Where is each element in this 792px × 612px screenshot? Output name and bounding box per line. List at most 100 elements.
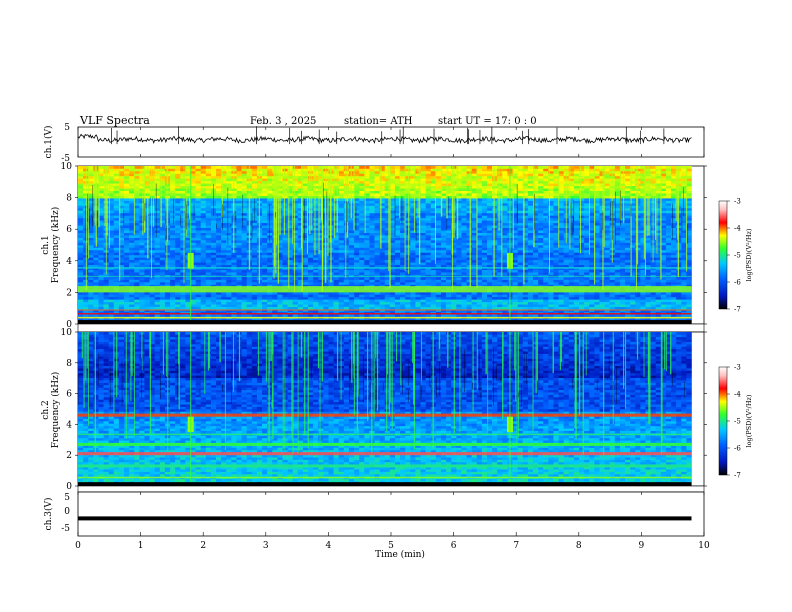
spectrogram-cell xyxy=(379,252,386,256)
spectrogram-cell xyxy=(313,240,319,243)
spectrogram-cell xyxy=(262,232,268,236)
spectrogram-cell xyxy=(630,304,636,308)
spectrogram-cell xyxy=(272,277,278,280)
spectrogram-cell xyxy=(440,232,447,236)
spectrogram-cell xyxy=(671,262,677,266)
spectrogram-cell xyxy=(446,296,452,300)
spectrogram-cell xyxy=(359,252,365,256)
spectrogram-cell xyxy=(149,222,155,226)
spectrogram-cell xyxy=(338,304,345,308)
spectrogram-cell xyxy=(354,294,360,298)
spectrogram-cell xyxy=(492,277,498,280)
spectrogram-cell xyxy=(681,264,687,268)
spectrogram-cell xyxy=(553,264,559,268)
spectrogram-cell xyxy=(159,282,166,285)
spectrogram-cell xyxy=(497,247,503,251)
spectrogram-cell xyxy=(246,272,253,275)
spectrogram-cell xyxy=(665,257,672,261)
spectrogram-cell xyxy=(262,262,268,266)
spectrogram-cell xyxy=(333,262,340,266)
spectrogram-cell xyxy=(410,262,416,266)
spectrogram-cell xyxy=(681,299,687,303)
spectrogram-cell xyxy=(640,284,646,288)
spectrogram-cell xyxy=(502,225,508,229)
spectrogram-cell xyxy=(302,247,309,251)
spectrogram-cell xyxy=(159,249,166,253)
spectrogram-cell xyxy=(665,279,672,283)
spectrogram-cell xyxy=(655,230,662,233)
spectrogram-cell xyxy=(614,222,621,226)
spectrogram-cell xyxy=(164,294,171,298)
spectrogram-cell xyxy=(297,294,304,298)
spectrogram-cell xyxy=(420,309,426,312)
spectrogram-cell xyxy=(226,262,232,266)
spectrogram-cell xyxy=(359,242,365,246)
spectrogram-cell xyxy=(466,242,472,246)
spectrogram-cell xyxy=(297,230,304,233)
spectrogram-cell xyxy=(686,304,692,308)
spectrogram-cell xyxy=(108,227,115,231)
spectrogram-cell xyxy=(251,245,258,248)
spectrogram-cell xyxy=(461,304,467,308)
spectrogram-cell xyxy=(660,240,667,243)
spectrogram-cell xyxy=(190,309,196,312)
spectrogram-cell xyxy=(78,232,84,236)
spectrogram-cell xyxy=(665,277,672,280)
spectrogram-cell xyxy=(599,306,605,310)
spectrogram-cell xyxy=(262,259,268,263)
spectrogram-cell xyxy=(359,232,365,236)
spectrogram-cell xyxy=(124,299,130,303)
spectrogram-cell xyxy=(374,264,380,268)
spectrogram-cell xyxy=(170,277,176,280)
spectrogram-cell xyxy=(492,227,498,231)
spectrogram-cell xyxy=(430,282,437,285)
spectrogram-cell xyxy=(343,232,350,236)
spectrogram-cell xyxy=(292,242,299,246)
spectrogram-cell xyxy=(302,314,309,317)
spectrogram-cell xyxy=(446,264,452,268)
spectrogram-cell xyxy=(492,269,498,273)
spectrogram-cell xyxy=(98,222,104,226)
spectrogram-cell xyxy=(640,264,646,268)
spectrogram-cell xyxy=(497,277,503,280)
spectrogram-cell xyxy=(686,242,692,246)
spectrogram-cell xyxy=(292,225,299,229)
spectrogram-cell xyxy=(78,282,84,285)
spectrogram-cell xyxy=(379,306,386,310)
spectrogram-cell xyxy=(671,249,677,253)
spectrogram-cell xyxy=(471,279,478,283)
spectrogram-cell xyxy=(113,291,120,295)
spectrogram-cell xyxy=(440,277,447,280)
spectrogram-cell xyxy=(364,301,370,305)
spectrogram-cell xyxy=(446,282,452,285)
spectrogram-cell xyxy=(686,247,692,251)
spectrogram-cell xyxy=(671,222,677,226)
spectrogram-cell xyxy=(599,299,605,303)
spectrogram-cell xyxy=(486,301,493,305)
spectrogram-cell xyxy=(292,264,299,268)
spectrogram-cell xyxy=(231,309,237,312)
spectrogram-cell xyxy=(241,291,247,295)
spectrogram-cell xyxy=(558,222,564,226)
spectrogram-cell xyxy=(338,242,345,246)
spectrogram-cell xyxy=(543,257,549,261)
spectrogram-cell xyxy=(379,309,386,312)
spectrogram-cell xyxy=(200,277,207,280)
spectrogram-cell xyxy=(379,304,386,308)
spectrogram-cell xyxy=(175,291,181,295)
spectrogram-cell xyxy=(492,252,498,256)
spectrogram-cell xyxy=(272,314,278,317)
spectrogram-cell xyxy=(625,237,631,241)
spectrogram-cell xyxy=(451,237,457,241)
spectrogram-cell xyxy=(359,272,365,275)
spectrogram-cell xyxy=(134,272,140,275)
spectrogram-cell xyxy=(584,294,590,298)
spectrogram-cell xyxy=(129,242,135,246)
spectrogram-cell xyxy=(323,309,329,312)
spectrogram-cell xyxy=(522,227,529,231)
spectrogram-cell xyxy=(435,262,442,266)
spectrogram-cell xyxy=(88,294,94,298)
spectrogram-cell xyxy=(134,227,140,231)
spectrogram-cell xyxy=(144,245,150,248)
spectrogram-cell xyxy=(650,306,656,310)
